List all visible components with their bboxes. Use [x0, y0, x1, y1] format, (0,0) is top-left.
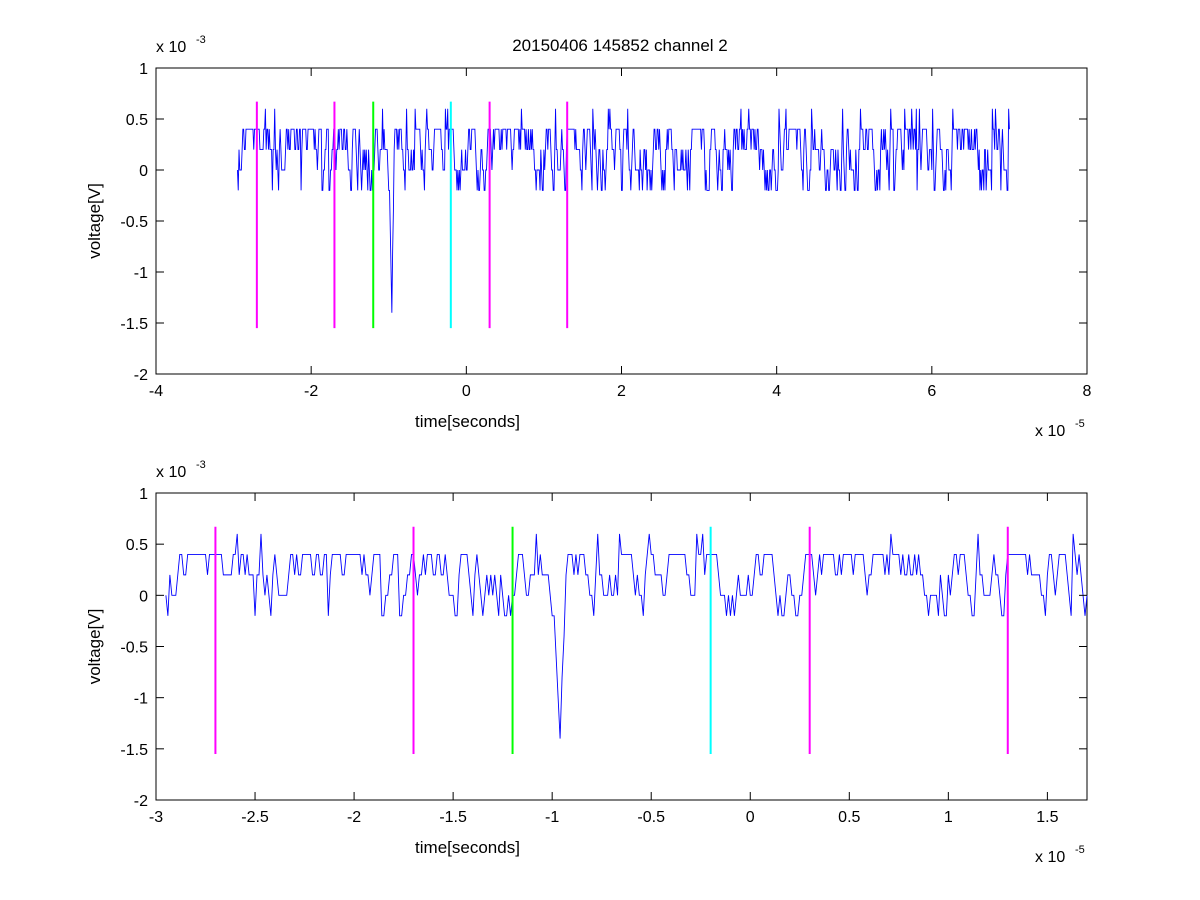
y-tick-label: -1.5 — [120, 742, 148, 759]
y-exponent-power: -3 — [196, 459, 206, 471]
x-tick-label: 4 — [772, 383, 781, 400]
y-tick-label: -0.5 — [120, 640, 148, 657]
x-tick-label: -1.5 — [439, 809, 467, 826]
y-axis-label: voltage[V] — [85, 183, 104, 259]
y-exponent-label: x 10 — [156, 464, 186, 481]
x-tick-label: 0 — [462, 383, 471, 400]
series-line-0 — [237, 108, 1010, 313]
y-tick-label: 1 — [139, 486, 148, 503]
x-tick-label: 1.5 — [1036, 809, 1058, 826]
y-tick-label: 0 — [139, 588, 148, 605]
x-axis-label: time[seconds] — [415, 838, 520, 857]
y-tick-label: -1 — [134, 691, 148, 708]
x-tick-label: -2.5 — [241, 809, 269, 826]
bottom-subplot: -3 -2.5 -2 -1.5 -1 -0.5 0 0.5 1 1.5 -2 -1.5 -1 -0.5 0 0… — [85, 459, 1088, 866]
x-tick-label: 8 — [1083, 383, 1092, 400]
x-tick-label: -4 — [149, 383, 163, 400]
y-exponent-label: x 10 — [156, 39, 186, 56]
x-exponent-label: x 10 — [1035, 849, 1065, 866]
y-tick-label: -1 — [134, 265, 148, 282]
x-tick-label: -1 — [545, 809, 559, 826]
y-exponent-power: -3 — [196, 34, 206, 46]
x-tick-label: 1 — [944, 809, 953, 826]
x-tick-label: 6 — [927, 383, 936, 400]
x-tick-label: -3 — [149, 809, 163, 826]
y-axis-label: voltage[V] — [85, 609, 104, 685]
x-exponent-label: x 10 — [1035, 423, 1065, 440]
y-tick-label: -1.5 — [120, 316, 148, 333]
y-tick-label: -0.5 — [120, 214, 148, 231]
y-tick-label: -2 — [134, 793, 148, 810]
y-tick-label: 0.5 — [126, 112, 148, 129]
y-tick-label: -2 — [134, 367, 148, 384]
figure-title: 20150406 145852 channel 2 — [512, 36, 728, 55]
x-tick-label: 0 — [746, 809, 755, 826]
y-tick-label: 1 — [139, 61, 148, 78]
x-tick-label: 0.5 — [838, 809, 860, 826]
x-axis-label: time[seconds] — [415, 412, 520, 431]
series-line-0 — [165, 533, 1088, 739]
x-tick-label: -2 — [304, 383, 318, 400]
x-tick-label: 2 — [617, 383, 626, 400]
y-tick-label: 0 — [139, 163, 148, 180]
top-subplot: -4 -2 0 2 4 6 8-2-1.5-1-0.500.51time[seconds]v… — [85, 34, 1092, 440]
x-tick-label: -2 — [347, 809, 361, 826]
x-exponent-power: -5 — [1075, 418, 1085, 430]
x-exponent-power: -5 — [1075, 844, 1085, 856]
y-tick-label: 0.5 — [126, 537, 148, 554]
x-tick-label: -0.5 — [637, 809, 665, 826]
